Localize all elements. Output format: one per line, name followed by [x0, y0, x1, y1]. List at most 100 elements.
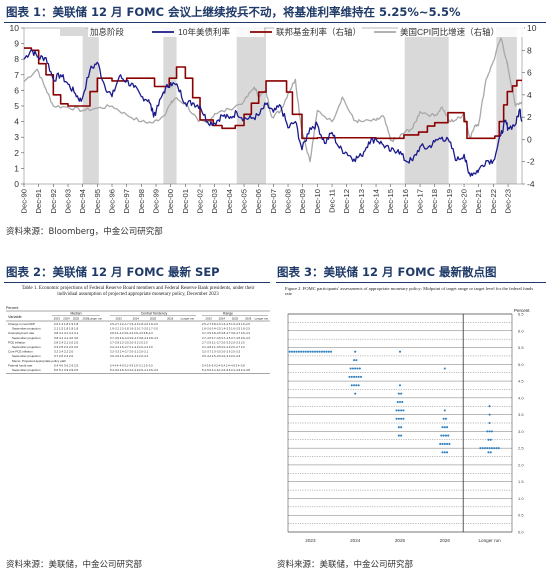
dot-plot-participant-dot: [307, 350, 310, 353]
dot-plot-participant-dot: [354, 350, 357, 353]
legend-label: 10年美债利率: [178, 27, 230, 37]
dot-plot-participant-dot: [402, 409, 405, 412]
sep-year-header: Longer run: [88, 317, 102, 321]
dot-plot-participant-dot: [398, 400, 402, 404]
sep-row-range: 2.5–2.7 0.8–1.9 1.4–2.5 1.6–2.5 1.6–2.5: [202, 322, 250, 326]
dot-plot-participant-dot: [351, 367, 354, 370]
dot-plot-participant-dot: [497, 447, 500, 450]
sep-year-header: Longer run: [255, 317, 269, 321]
dot-plot-participant-dot: [316, 350, 319, 353]
dot-plot-participant-dot: [397, 434, 400, 437]
fig2-title: 图表 2：美联储 12 月 FOMC 最新 SEP: [6, 265, 220, 279]
sep-median-header: Median: [70, 312, 81, 316]
dot-plot-participant-dot: [318, 350, 321, 353]
dot-plot-participant-dot: [397, 409, 400, 412]
x-tick-label: Dec-95: [93, 189, 102, 213]
legend-swatch-hike: [60, 28, 86, 36]
sep-row-label: September projection: [12, 345, 41, 349]
dot-plot-participant-dot: [355, 359, 358, 362]
dot-plot-participant-dot: [447, 434, 450, 437]
sep-row-label: September projection: [12, 368, 41, 372]
x-tick-label: Dec-10: [313, 189, 322, 213]
hike-period-band: [404, 28, 449, 184]
dot-plot-participant-dot: [311, 350, 314, 353]
sep-row-range: 3.5–4.2 2.5–3.6 2.0–3.0 2.0–2.9: [202, 354, 241, 358]
dot-plot-participant-dot: [446, 426, 449, 429]
sep-table: Percent Variable Median Central Tendency Ran…: [6, 306, 270, 374]
dot-plot-participant-dot: [488, 421, 491, 425]
dot-plot-participant-dot: [488, 405, 491, 408]
dot-plot-participant-dot: [354, 392, 357, 395]
y-left-tick-label: 2: [14, 148, 19, 158]
x-tick-label: Dec-12: [342, 189, 351, 213]
sep-row-label: Unemployment rate: [8, 331, 35, 335]
dot-plot-percent-label: Percent: [514, 308, 530, 313]
dot-plot-participant-dot: [444, 417, 447, 420]
dot-plot-participant-dot: [323, 350, 326, 353]
fig3-source: 资料来源：美联储，中金公司研究部: [277, 560, 414, 570]
dot-plot-participant-dot: [358, 367, 361, 370]
legend-label-backdrop: [88, 26, 176, 37]
x-tick-label: Dec-14: [372, 189, 381, 213]
fig1-title-rule: [4, 22, 546, 23]
sep-percent-label: Percent: [6, 306, 18, 310]
y-left-tick-label: 5: [14, 101, 19, 111]
sep-row-range: 1.8–2.6 0.4–2.5 1.4–2.5 1.6–2.5 1.6–2.5: [202, 327, 250, 331]
sep-row-median: 5.6 5.1 3.9 2.9 2.5: [54, 368, 79, 372]
dot-plot-participant-dot: [446, 451, 449, 454]
sep-year-header: 2023: [205, 317, 212, 321]
sep-table-title: Table 1. Economic projections of Federal…: [21, 286, 255, 297]
fig1-title: 图表 1：美联储 12 月 FOMC 会议上继续按兵不动，将基准利率维持在 5.…: [6, 5, 461, 19]
dot-plot-x-tick-label: 2026: [440, 538, 451, 543]
dot-plot-participant-dot: [479, 447, 482, 450]
sep-year-header: 2024: [219, 317, 226, 321]
x-tick-label: Dec-09: [298, 189, 307, 213]
dot-plot-participant-dot: [401, 400, 404, 404]
x-tick-label: Dec-07: [269, 189, 278, 213]
sep-row-range: 5.4 3.9–5.4 2.4–5.4 2.4–4.9 2.4–3.8: [202, 363, 245, 367]
dot-plot-participant-dot: [400, 434, 403, 437]
dot-plot-participant-dot: [293, 350, 296, 353]
y-left-tick-label: 6: [14, 85, 19, 95]
dot-plot-participant-dot: [295, 350, 298, 353]
sep-row-median: 2.1 1.5 1.8 1.8 1.8: [54, 327, 79, 331]
sep-row-label: PCE inflation: [8, 340, 26, 344]
x-tick-label: Dec-90: [20, 189, 29, 213]
sep-row-median: 3.7 2.6 2.3 2.0: [54, 354, 74, 358]
dot-plot-participant-dot: [402, 417, 405, 420]
sep-row-median: 3.3 2.5 2.2 2.0 2.0: [54, 345, 79, 349]
dot-plot-participant-dot: [395, 417, 398, 420]
dot-plot-x-tick-label: 2024: [350, 538, 361, 543]
sep-row-label: September projection: [12, 354, 41, 358]
dot-plot-participant-dot: [354, 367, 357, 370]
x-tick-label: Dec-18: [430, 189, 439, 213]
legend-item: 加息阶段: [60, 26, 176, 37]
dot-plot-participant-dot: [290, 350, 294, 353]
legend-item: 联邦基金利率（右轴）: [250, 26, 362, 37]
y-left-tick-label: 7: [14, 70, 19, 80]
dot-plot-participant-dot: [493, 447, 496, 450]
dot-plot-participant-dot: [359, 375, 362, 378]
dot-plot-participant-dot: [325, 350, 328, 353]
sep-central-header: Central Tendency: [141, 312, 168, 316]
fig1-source: 资料来源：Bloomberg，中金公司研究部: [6, 227, 163, 237]
dot-plot-y-tick-label: 2.5: [518, 446, 524, 451]
x-tick-label: Dec-17: [416, 189, 425, 213]
x-tick-label: Dec-00: [166, 189, 175, 213]
x-tick-label: Dec-94: [78, 189, 87, 213]
dot-plot-participant-dot: [349, 367, 352, 370]
sep-row-label: September projection: [12, 327, 41, 331]
dot-plot-participant-dot: [444, 434, 447, 437]
sep-row-label: Federal funds rate: [8, 363, 33, 367]
dot-plot-participant-dot: [320, 350, 323, 353]
dot-plot-participant-dot: [481, 447, 484, 450]
dot-plot-participant-dot: [486, 430, 489, 433]
legend-label-backdrop: [176, 26, 264, 37]
x-tick-label: Dec-20: [460, 189, 469, 213]
dot-plot-participant-dot: [400, 426, 403, 429]
x-tick-label: Dec-21: [474, 189, 483, 213]
y-right-tick-label: 6: [527, 68, 532, 78]
dot-plot-participant-dot: [487, 451, 490, 454]
dot-plot-participant-dot: [330, 350, 333, 353]
sep-row-median: 3.8 4.1 4.1 4.1 4.1: [54, 331, 79, 335]
